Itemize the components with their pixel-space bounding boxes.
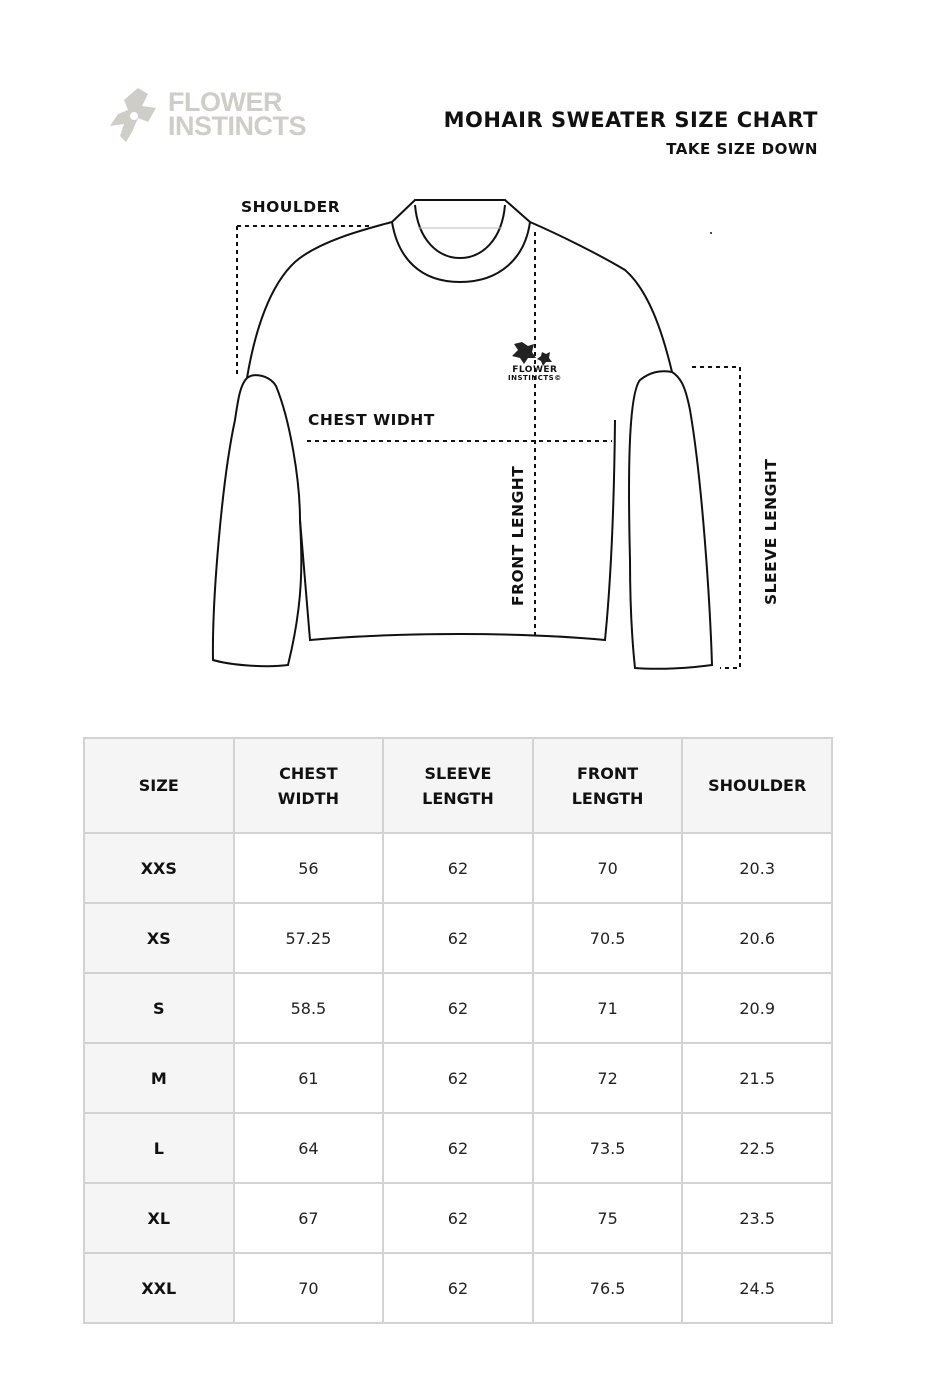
measurement-cell: 23.5 bbox=[681, 1182, 833, 1254]
column-header: SIZE bbox=[83, 737, 235, 834]
measurement-cell: 58.5 bbox=[232, 972, 385, 1044]
measurement-cell: 75 bbox=[531, 1182, 684, 1254]
column-header-text: SHOULDER bbox=[708, 776, 807, 795]
measurement-cell: 62 bbox=[382, 1042, 534, 1114]
table-row: S 58.5 62 71 20.9 bbox=[83, 972, 833, 1044]
measurement-cell: 20.9 bbox=[681, 972, 833, 1044]
measurement-cell: 70 bbox=[531, 832, 684, 904]
measurement-cell: 56 bbox=[232, 832, 385, 904]
measurement-cell: 71 bbox=[531, 972, 684, 1044]
column-header-text: FRONT bbox=[577, 763, 639, 783]
logo-text: FLOWER INSTINCTS bbox=[168, 87, 307, 141]
size-cell: XS bbox=[83, 902, 235, 974]
table-header-row: SIZE CHEST WIDTH SLEEVE LENGTH FRONT LENGTH SHO… bbox=[83, 737, 833, 834]
column-header-text: SIZE bbox=[138, 776, 179, 795]
measurement-cell: 20.3 bbox=[681, 832, 833, 904]
table-row: L 64 62 73.5 22.5 bbox=[83, 1112, 833, 1184]
size-table: SIZE CHEST WIDTH SLEEVE LENGTH FRONT LENGTH SHO… bbox=[83, 737, 833, 1324]
column-header-text: CHEST bbox=[279, 763, 338, 783]
measurement-cell: 62 bbox=[382, 1112, 534, 1184]
table-row: XXS 56 62 70 20.3 bbox=[83, 832, 833, 904]
measurement-cell: 67 bbox=[232, 1182, 385, 1254]
sweater-diagram bbox=[211, 199, 741, 670]
sleeve-length-label: SLEEVE LENGHT bbox=[762, 458, 780, 605]
size-cell: M bbox=[83, 1042, 235, 1114]
column-header: SHOULDER bbox=[681, 737, 833, 834]
page-title: MOHAIR SWEATER SIZE CHART bbox=[443, 108, 818, 132]
measurement-cell: 73.5 bbox=[531, 1112, 684, 1184]
table-row: M 61 62 72 21.5 bbox=[83, 1042, 833, 1114]
measurement-cell: 76.5 bbox=[531, 1252, 684, 1324]
chest-logo-line-2: INSTINCTS© bbox=[508, 374, 562, 382]
measurement-cell: 24.5 bbox=[681, 1252, 833, 1324]
table-row: XS 57.25 62 70.5 20.6 bbox=[83, 902, 833, 974]
page-subtitle: TAKE SIZE DOWN bbox=[666, 140, 818, 158]
column-header-text: SLEEVE bbox=[424, 763, 492, 783]
shoulder-label: SHOULDER bbox=[241, 198, 341, 216]
measurement-cell: 72 bbox=[531, 1042, 684, 1114]
column-header: FRONT LENGTH bbox=[531, 737, 684, 834]
brand-logo: FLOWER INSTINCTS bbox=[108, 86, 358, 146]
column-header: CHEST WIDTH bbox=[232, 737, 385, 834]
chest-logo-text: FLOWER INSTINCTS© bbox=[508, 365, 562, 383]
sweater-outline bbox=[211, 199, 714, 670]
table-row: XL 67 62 75 23.5 bbox=[83, 1182, 833, 1254]
measurement-cell: 62 bbox=[382, 1182, 534, 1254]
chest-width-label: CHEST WIDHT bbox=[308, 411, 435, 429]
measurement-cell: 20.6 bbox=[681, 902, 833, 974]
chest-logo-icon bbox=[512, 342, 552, 366]
measurement-cell: 70.5 bbox=[531, 902, 684, 974]
dot-mark bbox=[710, 232, 712, 234]
measurement-cell: 21.5 bbox=[681, 1042, 833, 1114]
table-row: XXL 70 62 76.5 24.5 bbox=[83, 1252, 833, 1324]
measurement-cell: 61 bbox=[232, 1042, 385, 1114]
logo-line-2: INSTINCTS bbox=[168, 111, 307, 141]
column-header-text: WIDTH bbox=[277, 788, 339, 808]
measurement-cell: 57.25 bbox=[232, 902, 385, 974]
column-header-text: LENGTH bbox=[571, 788, 644, 808]
chest-logo-line-1: FLOWER bbox=[512, 365, 558, 375]
measurement-cell: 62 bbox=[382, 1252, 534, 1324]
front-length-label: FRONT LENGHT bbox=[509, 465, 527, 606]
measurement-cell: 22.5 bbox=[681, 1112, 833, 1184]
size-cell: L bbox=[83, 1112, 235, 1184]
measurement-cell: 62 bbox=[382, 832, 534, 904]
flower-logo-icon bbox=[110, 88, 156, 142]
measurement-lines bbox=[236, 225, 741, 669]
measurement-cell: 62 bbox=[382, 972, 534, 1044]
measurement-cell: 70 bbox=[232, 1252, 385, 1324]
size-cell: XXS bbox=[83, 832, 235, 904]
size-cell: S bbox=[83, 972, 235, 1044]
size-cell: XXL bbox=[83, 1252, 235, 1324]
column-header-text: LENGTH bbox=[422, 788, 494, 808]
measurement-cell: 62 bbox=[382, 902, 534, 974]
size-cell: XL bbox=[83, 1182, 235, 1254]
column-header: SLEEVE LENGTH bbox=[382, 737, 534, 834]
logo-line-1: FLOWER bbox=[168, 87, 282, 117]
measurement-cell: 64 bbox=[232, 1112, 385, 1184]
